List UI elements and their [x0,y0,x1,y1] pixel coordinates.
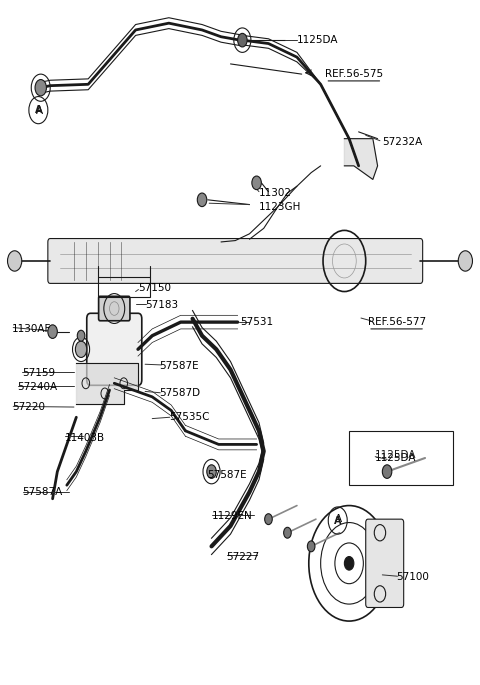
Text: REF.56-577: REF.56-577 [368,317,426,327]
Text: 57531: 57531 [240,317,273,327]
Text: 57100: 57100 [396,572,430,582]
Circle shape [75,341,87,358]
Text: 57183: 57183 [145,300,178,310]
Text: 57150: 57150 [138,283,171,293]
Circle shape [264,514,272,525]
Text: 1129EN: 1129EN [212,511,252,521]
Text: 57587E: 57587E [159,361,199,371]
Bar [97,277,150,297]
Circle shape [238,34,247,47]
Circle shape [35,79,47,96]
Circle shape [383,465,392,478]
FancyBboxPatch shape [349,431,454,485]
Text: 1125DA: 1125DA [297,35,338,45]
Circle shape [197,193,207,207]
Text: 57587E: 57587E [207,470,246,480]
FancyBboxPatch shape [87,313,142,385]
Text: 1123GH: 1123GH [259,201,301,212]
Text: A: A [334,516,341,525]
Circle shape [284,527,291,538]
Circle shape [458,251,472,271]
Text: 57587A: 57587A [22,487,62,497]
FancyBboxPatch shape [366,519,404,608]
Text: 1130AF: 1130AF [12,324,52,334]
FancyBboxPatch shape [48,238,423,284]
Text: 1125DA: 1125DA [375,453,417,463]
FancyBboxPatch shape [98,297,130,321]
Text: 57587D: 57587D [159,388,201,399]
Text: A: A [335,514,342,524]
Text: 57220: 57220 [12,402,45,412]
Text: 57159: 57159 [22,368,55,378]
Text: 57232A: 57232A [383,137,422,147]
Polygon shape [76,363,138,403]
Circle shape [8,251,22,271]
Text: 57240A: 57240A [17,382,57,392]
Polygon shape [344,138,378,179]
Text: A: A [36,106,43,116]
Circle shape [252,176,261,190]
Text: 1125DA: 1125DA [375,449,417,460]
Circle shape [77,330,85,341]
Circle shape [307,541,315,552]
Circle shape [344,556,354,570]
Text: 57227: 57227 [226,551,259,562]
Circle shape [48,325,57,338]
Text: 11403B: 11403B [64,433,105,443]
Text: REF.56-575: REF.56-575 [325,69,384,79]
Text: A: A [35,105,42,115]
Text: 11302: 11302 [259,188,292,198]
Text: 57535C: 57535C [169,412,209,422]
Circle shape [207,465,216,478]
